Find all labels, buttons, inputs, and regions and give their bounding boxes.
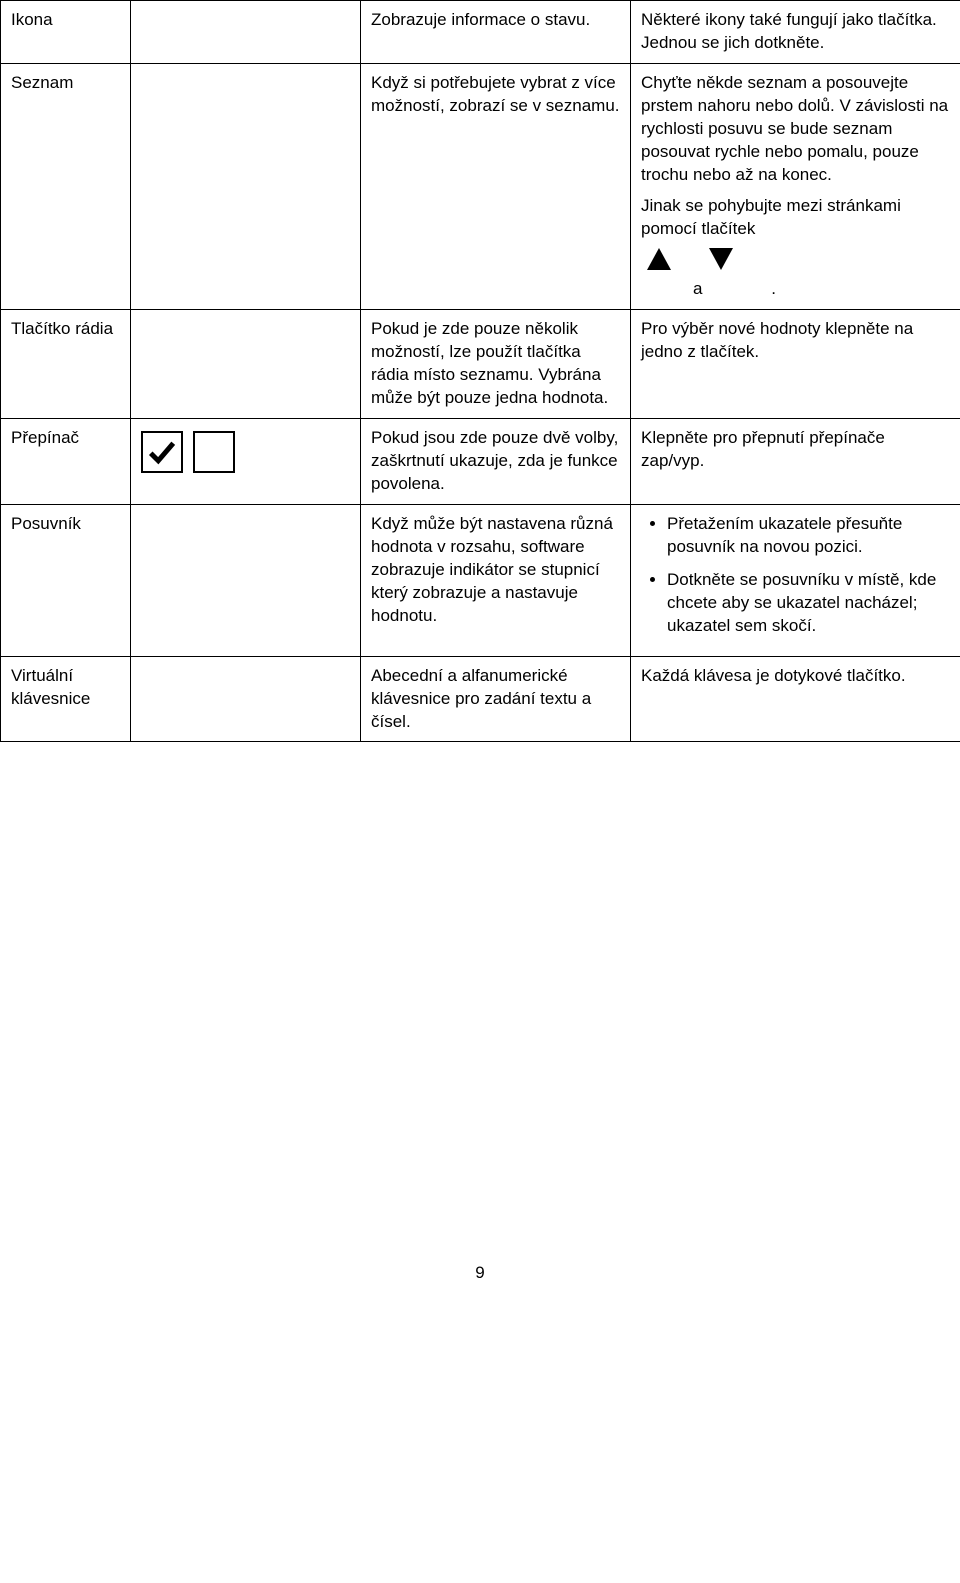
triangle-up-icon bbox=[647, 248, 671, 270]
example-cell bbox=[131, 504, 361, 656]
desc-cell: Zobrazuje informace o stavu. bbox=[361, 1, 631, 64]
action-cell: Některé ikony také fungují jako tlačítka… bbox=[631, 1, 960, 64]
example-cell bbox=[131, 656, 361, 742]
action-cell: Klepněte pro přepnutí přepínače zap/vyp. bbox=[631, 419, 960, 505]
action-cell: Přetažením ukazatele přesuňte posuvník n… bbox=[631, 504, 960, 656]
table-row: Tlačítko rádia Pokud je zde pouze několi… bbox=[1, 310, 960, 419]
separator-a: a bbox=[693, 278, 702, 301]
table-row: Ikona Zobrazuje informace o stavu. Někte… bbox=[1, 1, 960, 64]
desc-cell: Pokud je zde pouze několik možností, lze… bbox=[361, 310, 631, 419]
desc-cell: Abecední a alfanumerické klávesnice pro … bbox=[361, 656, 631, 742]
label-cell: Posuvník bbox=[1, 504, 131, 656]
action-paragraph: Chyťte někde seznam a posouvejte prstem … bbox=[641, 72, 950, 187]
table-row: Posuvník Když může být nastavena různá h… bbox=[1, 504, 960, 656]
label-cell: Ikona bbox=[1, 1, 131, 64]
desc-cell: Když si potřebujete vybrat z více možnos… bbox=[361, 63, 631, 310]
action-cell: Každá klávesa je dotykové tlačítko. bbox=[631, 656, 960, 742]
label-cell: Tlačítko rádia bbox=[1, 310, 131, 419]
label-cell: Seznam bbox=[1, 63, 131, 310]
action-bullet-list: Přetažením ukazatele přesuňte posuvník n… bbox=[641, 513, 950, 638]
arrow-separator-text: a . bbox=[641, 270, 950, 301]
list-item: Dotkněte se posuvníku v místě, kde chcet… bbox=[667, 569, 950, 638]
triangle-down-icon bbox=[709, 248, 733, 270]
action-cell: Pro výběr nové hodnoty klepněte na jedno… bbox=[631, 310, 960, 419]
label-cell: Virtuální klávesnice bbox=[1, 656, 131, 742]
arrow-icons-row bbox=[647, 248, 950, 270]
desc-cell: Když může být nastavena různá hodnota v … bbox=[361, 504, 631, 656]
page-number: 9 bbox=[0, 1262, 960, 1305]
checkbox-pair bbox=[141, 431, 350, 473]
example-cell bbox=[131, 310, 361, 419]
ui-elements-table: Ikona Zobrazuje informace o stavu. Někte… bbox=[0, 0, 960, 742]
table-row: Seznam Když si potřebujete vybrat z více… bbox=[1, 63, 960, 310]
list-item: Přetažením ukazatele přesuňte posuvník n… bbox=[667, 513, 950, 559]
checkbox-checked-icon bbox=[141, 431, 183, 473]
action-paragraph: Jinak se pohybujte mezi stránkami pomocí… bbox=[641, 195, 950, 241]
separator-period: . bbox=[771, 279, 776, 298]
table-row: Přepínač Pokud jsou zde pouze dvě volby,… bbox=[1, 419, 960, 505]
action-cell: Chyťte někde seznam a posouvejte prstem … bbox=[631, 63, 960, 310]
example-cell bbox=[131, 419, 361, 505]
checkbox-unchecked-icon bbox=[193, 431, 235, 473]
desc-cell: Pokud jsou zde pouze dvě volby, zaškrtnu… bbox=[361, 419, 631, 505]
table-row: Virtuální klávesnice Abecední a alfanume… bbox=[1, 656, 960, 742]
example-cell bbox=[131, 63, 361, 310]
label-cell: Přepínač bbox=[1, 419, 131, 505]
example-cell bbox=[131, 1, 361, 64]
